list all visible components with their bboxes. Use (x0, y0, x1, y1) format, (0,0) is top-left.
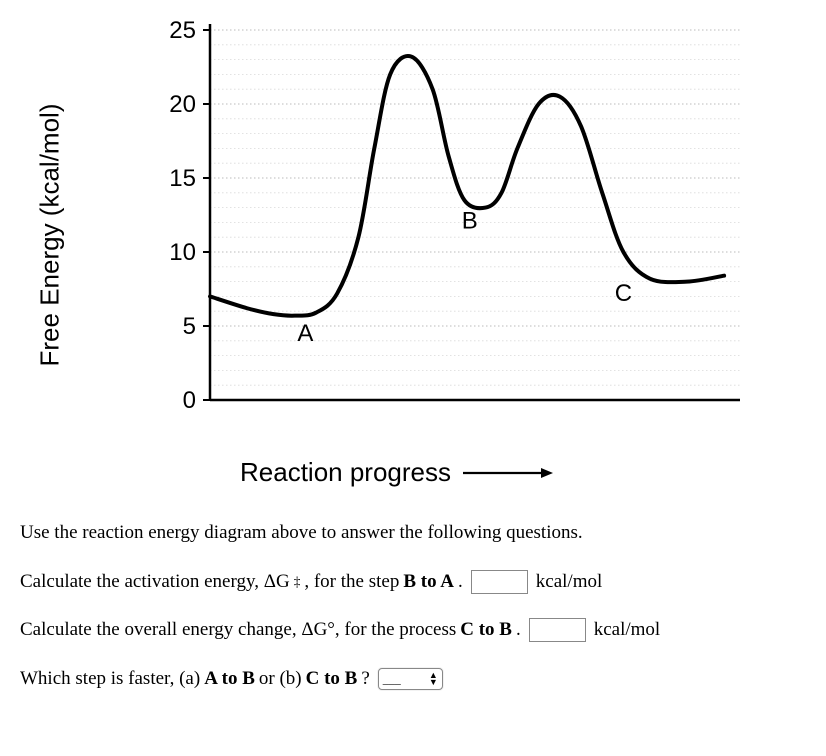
svg-text:A: A (297, 320, 313, 347)
q3-bold-b: C to B (306, 666, 358, 693)
x-axis-label: Reaction progress (240, 457, 451, 488)
q2-unit: kcal/mol (594, 617, 660, 644)
questions-block: Use the reaction energy diagram above to… (20, 520, 806, 692)
question-1: Calculate the activation energy, ΔG‡ , f… (20, 569, 806, 596)
question-2: Calculate the overall energy change, ΔG°… (20, 617, 806, 644)
q1-period: . (458, 569, 463, 596)
energy-diagram-chart: Free Energy (kcal/mol) 0510152025ABC Rea… (60, 20, 740, 450)
q1-superscript: ‡ (294, 573, 301, 592)
question-3: Which step is faster, (a) A to B or (b) … (20, 666, 806, 693)
q2-bold: C to B (460, 617, 512, 644)
q1-answer-input[interactable] (471, 570, 528, 594)
q1-bold: B to A (403, 569, 454, 596)
q2-period: . (516, 617, 521, 644)
svg-text:C: C (615, 280, 632, 307)
q2-answer-input[interactable] (529, 618, 586, 642)
svg-text:10: 10 (169, 239, 196, 266)
x-axis-arrow (463, 466, 553, 480)
q3-select[interactable]: ___ ▲▼ (378, 668, 443, 690)
q3-bold-a: A to B (204, 666, 255, 693)
y-axis-label: Free Energy (kcal/mol) (35, 104, 66, 367)
svg-text:20: 20 (169, 91, 196, 118)
q1-unit: kcal/mol (536, 569, 602, 596)
q2-text-prefix: Calculate the overall energy change, ΔG°… (20, 617, 456, 644)
svg-text:5: 5 (183, 313, 196, 340)
chevron-updown-icon: ▲▼ (429, 672, 438, 686)
q3-text-suffix: ? (361, 666, 369, 693)
q1-text-suffix: , for the step (304, 569, 399, 596)
q3-text-mid: or (b) (259, 666, 302, 693)
x-axis-label-row: Reaction progress (240, 457, 553, 488)
svg-text:15: 15 (169, 165, 196, 192)
intro-text: Use the reaction energy diagram above to… (20, 520, 806, 547)
q3-text-prefix: Which step is faster, (a) (20, 666, 200, 693)
chart-svg: 0 5 10 15 20 25 A B C (60, 20, 740, 450)
q3-select-value: ___ (383, 671, 401, 688)
svg-text:B: B (462, 207, 478, 234)
q1-text-prefix: Calculate the activation energy, ΔG (20, 569, 290, 596)
svg-text:0: 0 (183, 387, 196, 414)
svg-text:25: 25 (169, 20, 196, 44)
